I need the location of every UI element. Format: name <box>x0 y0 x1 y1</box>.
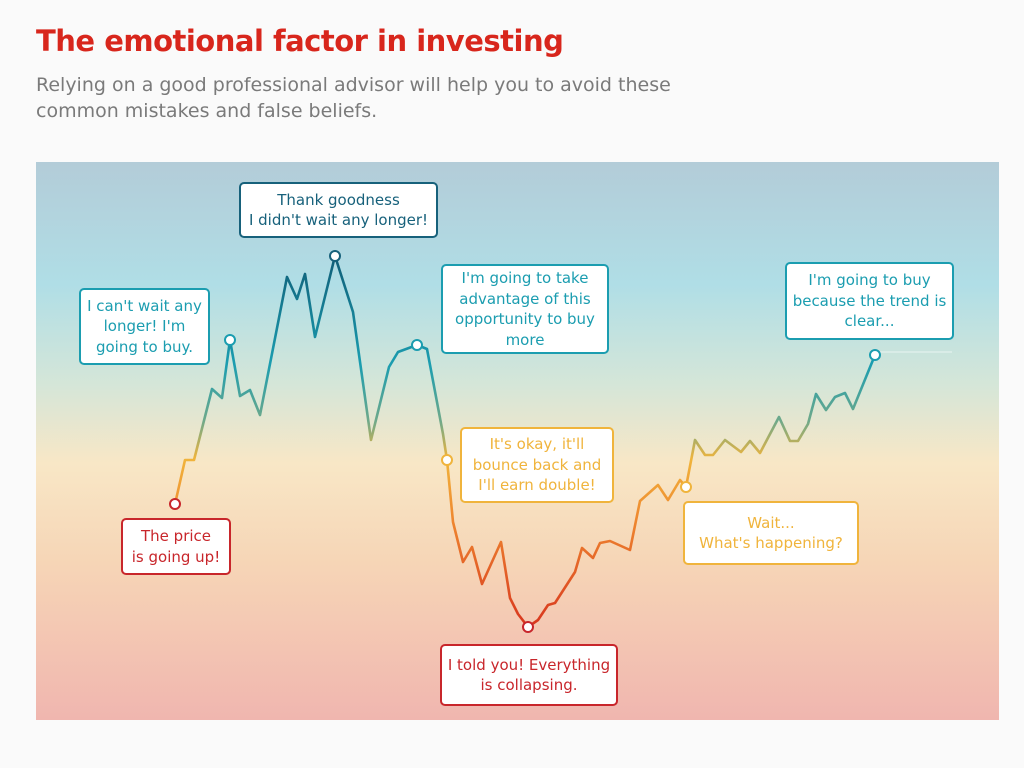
page-title: The emotional factor in investing <box>36 24 564 58</box>
callout-bubble: I can't wait any longer! I'm going to bu… <box>79 288 210 365</box>
event-marker <box>329 250 341 262</box>
callout-bubble: Wait... What's happening? <box>683 501 859 565</box>
callout-bubble: Thank goodness I didn't wait any longer! <box>239 182 438 238</box>
event-marker <box>411 339 423 351</box>
callout-bubble: The price is going up! <box>121 518 231 575</box>
event-marker <box>522 621 534 633</box>
event-marker <box>224 334 236 346</box>
event-marker <box>869 349 881 361</box>
event-marker <box>441 454 453 466</box>
event-marker <box>169 498 181 510</box>
page-subtitle: Relying on a good professional advisor w… <box>36 74 671 122</box>
callout-bubble: I'm going to take advantage of this oppo… <box>441 264 609 354</box>
callout-bubble: I told you! Everything is collapsing. <box>440 644 618 706</box>
event-marker <box>680 481 692 493</box>
callout-bubble: It's okay, it'll bounce back and I'll ea… <box>460 427 614 503</box>
callout-bubble: I'm going to buy because the trend is cl… <box>785 262 954 340</box>
price-line <box>173 254 877 629</box>
